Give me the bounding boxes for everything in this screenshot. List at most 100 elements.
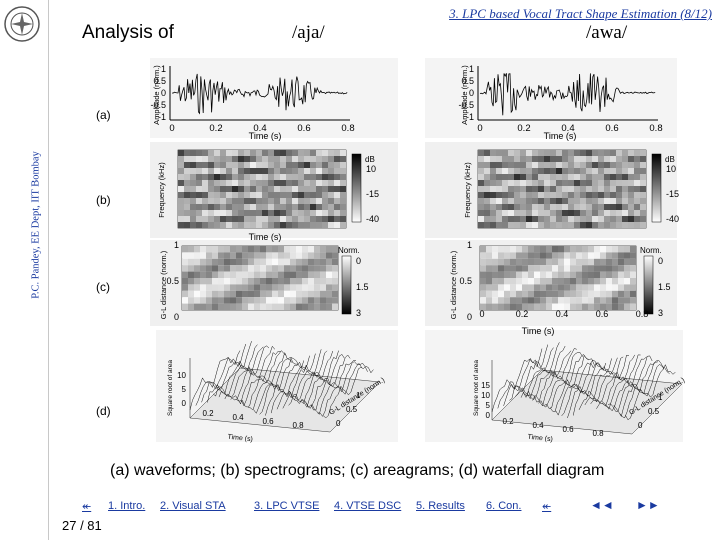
nav-results-link[interactable]: 5. Results [416, 500, 465, 512]
nav-visual-sta-link[interactable]: 2. Visual STA [160, 500, 226, 512]
time-tick-label: 0.8 [649, 123, 662, 134]
db-tick-label: -15 [366, 189, 379, 199]
amp-tick-label: -0.5 [150, 100, 166, 110]
gl-tick-label: 1 [174, 240, 179, 250]
norm-tick-label: 0 [658, 256, 663, 266]
colorbar-db-awa [651, 153, 662, 223]
amp-tick-label: 0.5 [153, 76, 166, 86]
time-tick-label: 0.6 [605, 123, 618, 134]
waveform-awa [477, 66, 658, 121]
figure-caption: (a) waveforms; (b) spectrograms; (c) are… [110, 462, 605, 479]
spectrogram-awa [477, 149, 647, 229]
time-tick-label: 0.8 [636, 309, 649, 319]
row-label-b: (b) [96, 193, 111, 207]
nav-intro-link[interactable]: 1. Intro. [108, 500, 146, 512]
wf-depth-tick-label: 0.5 [648, 407, 660, 416]
sqrt-area-label-awa: Square root of area [473, 360, 480, 416]
nav-back-left-icon[interactable]: ↞ [82, 501, 92, 513]
sqrt-area-label-aja: Square root of area [167, 360, 174, 416]
db-tick-label: -40 [666, 214, 679, 224]
amp-tick-label: 0.5 [461, 76, 474, 86]
time-tick-label: 0.8 [341, 123, 354, 134]
iit-bombay-logo-icon [4, 6, 40, 42]
amp-tick-label: 1 [469, 64, 474, 74]
nav-back-right-icon[interactable]: ↞ [542, 501, 552, 513]
time-tick-label: 0.2 [517, 123, 530, 134]
wf-depth-tick-label: 1 [658, 393, 663, 402]
amp-tick-label: -0.5 [458, 100, 474, 110]
waterfall-awa [491, 342, 683, 435]
time-tick-label: 0.2 [209, 123, 222, 134]
areagram-aja [181, 245, 339, 311]
time-tick-label: 0.4 [561, 123, 574, 134]
nav-con-link[interactable]: 6. Con. [486, 500, 522, 512]
nav-prev-icon[interactable]: ◄◄ [590, 498, 614, 512]
db-tick-label: -15 [666, 189, 679, 199]
spectrogram-aja [177, 149, 347, 229]
time-axis-label-a-awa: Time (s) [544, 131, 577, 141]
amp-axis-label-awa: Amplitude (norm.) [460, 65, 469, 125]
time-tick-label: 0.4 [556, 309, 569, 319]
column-label-aja: /aja/ [292, 22, 325, 43]
norm-label-aja: Norm. [338, 246, 360, 255]
time-tick-label: 0.6 [596, 309, 609, 319]
wf-time-label-awa: Time (s) [527, 434, 553, 444]
sidebar: P.C. Pandey, EE Dept, IIT Bombay [0, 0, 49, 540]
time-tick-label: 0.2 [516, 309, 529, 319]
amp-axis-label-aja: Amplitude (norm.) [152, 65, 161, 125]
time-axis-label-a-aja: Time (s) [249, 131, 282, 141]
gl-tick-label: 0 [467, 312, 472, 322]
norm-tick-label: 3 [356, 308, 361, 318]
wf-y-tick-label: 15 [481, 381, 490, 390]
time-tick-label: 0 [169, 123, 174, 134]
section-link[interactable]: 3. LPC based Vocal Tract Shape Estimatio… [449, 6, 712, 21]
db-tick-label: 10 [666, 164, 676, 174]
amp-tick-label: -1 [466, 112, 474, 122]
gl-tick-label: 0.5 [459, 276, 472, 286]
gl-tick-label: 0.5 [166, 276, 179, 286]
norm-label-awa: Norm. [640, 246, 662, 255]
time-axis-label-b: Time (s) [249, 232, 282, 242]
freq-axis-label-aja: Frequency (kHz) [157, 162, 166, 218]
freq-axis-label-awa: Frequency (kHz) [463, 162, 472, 218]
gl-tick-label: 0 [174, 312, 179, 322]
wf-x-tick-label: 0.6 [562, 425, 574, 434]
wf-depth-tick-label: 0.5 [346, 405, 358, 414]
gl-axis-label-aja: G-L distance (norm.) [159, 250, 168, 319]
wf-x-tick-label: 0.2 [202, 409, 214, 418]
time-tick-label: 0 [477, 123, 482, 134]
row-label-a: (a) [96, 108, 111, 122]
norm-tick-label: 1.5 [356, 282, 369, 292]
areagram-awa [479, 245, 637, 311]
time-tick-label: 0.4 [253, 123, 266, 134]
db-label-awa: dB [665, 155, 675, 164]
waveform-aja [169, 66, 350, 121]
waterfall-aja [189, 341, 381, 433]
nav-lpc-vtse-link[interactable]: 3. LPC VTSE [254, 500, 320, 512]
wf-depth-tick-label: 0 [336, 419, 341, 428]
wf-y-tick-label: 10 [177, 371, 186, 380]
wf-y-tick-label: 0 [182, 399, 187, 408]
amp-tick-label: 0 [161, 88, 166, 98]
colorbar-db-aja [351, 153, 362, 223]
norm-tick-label: 3 [658, 308, 663, 318]
column-label-awa: /awa/ [586, 22, 628, 43]
db-label-aja: dB [365, 155, 375, 164]
wf-y-tick-label: 0 [486, 411, 491, 420]
gl-tick-label: 1 [467, 240, 472, 250]
wf-x-tick-label: 0.4 [232, 413, 244, 422]
time-axis-label-c: Time (s) [522, 326, 555, 336]
wf-depth-tick-label: 0 [638, 421, 643, 430]
norm-tick-label: 1.5 [658, 282, 671, 292]
nav-vtse-dsc-link[interactable]: 4. VTSE DSC [334, 500, 402, 512]
wf-x-tick-label: 0.2 [502, 417, 514, 426]
wf-x-tick-label: 0.8 [292, 421, 304, 430]
time-tick-label: 0 [479, 309, 484, 319]
db-tick-label: 10 [366, 164, 376, 174]
wf-x-tick-label: 0.6 [262, 417, 274, 426]
time-tick-label: 0.6 [297, 123, 310, 134]
colorbar-norm-aja [341, 255, 352, 315]
gl-axis-label-awa: G-L distance (norm.) [449, 250, 458, 319]
nav-next-icon[interactable]: ►► [636, 498, 660, 512]
